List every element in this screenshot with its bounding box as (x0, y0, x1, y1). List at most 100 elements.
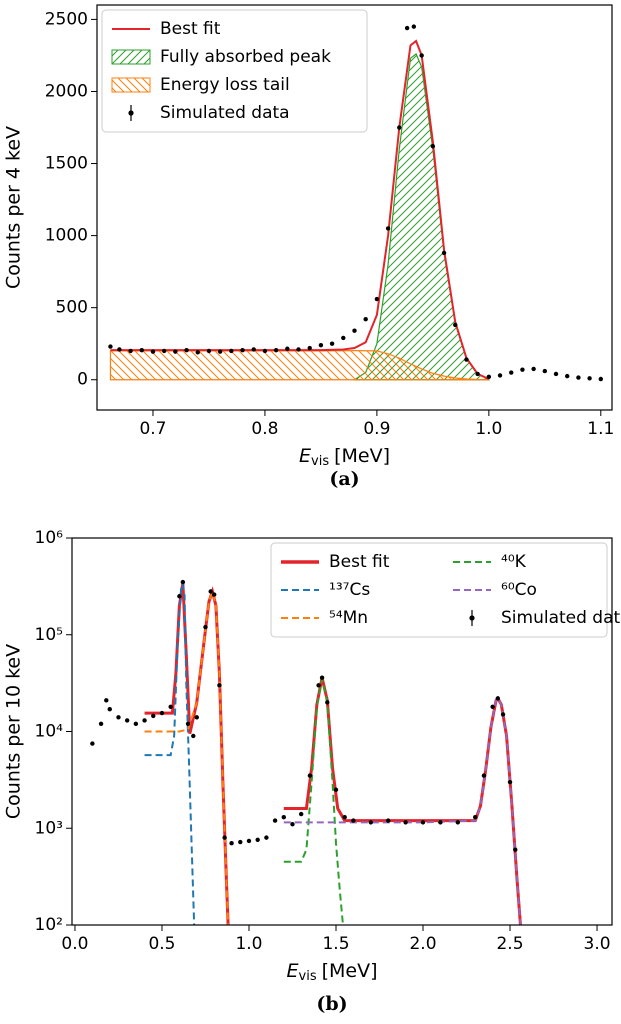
y-axis-label: Counts per 10 keV (3, 644, 25, 819)
data-point (542, 368, 548, 374)
data-point (520, 367, 525, 372)
y-tick-label: 2500 (45, 9, 88, 29)
data-point (285, 346, 290, 351)
x-tick-label: 1.0 (235, 934, 262, 954)
data-point (161, 348, 167, 354)
data-point (246, 838, 252, 844)
chart-panel: 0.7 0.8 0.9 1.0 1.1 0 500 1000 1500 2000 2500 Evis [… (3, 4, 614, 490)
data-point (473, 815, 478, 820)
data-point (453, 322, 458, 328)
x-tick-label: 0.0 (61, 934, 88, 954)
data-point (272, 818, 278, 823)
data-point (128, 348, 133, 354)
data-point (486, 374, 492, 380)
data-point (368, 820, 374, 825)
x-label-subscript: vis (299, 969, 317, 984)
data-point (184, 347, 189, 353)
data-point (430, 144, 436, 149)
legend-swatch (128, 110, 134, 116)
legend-label: Fully absorbed peak (160, 47, 331, 67)
legend-label: ¹³⁷Cs (329, 580, 370, 600)
data-point (587, 376, 592, 381)
data-point (507, 779, 513, 785)
legend-label: ⁶⁰Co (501, 580, 537, 600)
x-tick-label: 3.0 (584, 934, 611, 954)
area (352, 53, 490, 381)
data-point (397, 125, 402, 130)
data-point (341, 335, 346, 341)
x-tick-label: 0.7 (139, 419, 166, 439)
data-point (419, 53, 424, 58)
x-tick-label: 0.9 (363, 419, 390, 439)
data-point (386, 818, 391, 823)
legend-label: Best fit (160, 19, 221, 39)
data-point (195, 350, 200, 355)
x-label-unit: [MeV] (322, 960, 378, 982)
data-point (217, 349, 223, 354)
y-tick-label: 10³ (35, 818, 63, 838)
data-point (333, 787, 339, 792)
x-tick-label: 1.0 (475, 419, 502, 439)
data-point (159, 710, 165, 716)
data-point (262, 348, 268, 354)
data-point (203, 624, 208, 630)
line (283, 696, 522, 925)
data-point (441, 250, 447, 256)
data-point (513, 847, 518, 852)
data-point (403, 820, 408, 825)
data-point (116, 715, 121, 720)
data-point (150, 349, 156, 354)
data-point (509, 370, 514, 375)
y-tick-label: 10⁶ (35, 528, 64, 548)
x-tick-label: 2.5 (496, 934, 523, 954)
axes-frame (96, 4, 613, 411)
y-tick-label: 0 (77, 370, 88, 390)
x-axis-label: Evis [MeV] (299, 445, 390, 469)
x-tick-label: 1.1 (587, 419, 614, 439)
data-point (222, 835, 227, 840)
x-tick-label: 2.0 (409, 934, 436, 954)
data-point (475, 371, 480, 377)
legend-label: Best fit (329, 552, 390, 572)
x-label-symbol: E (287, 960, 299, 982)
y-axis-label: Counts per 4 keV (3, 126, 25, 289)
data-point (185, 721, 191, 727)
data-point (168, 704, 173, 710)
x-tick-label: 1.5 (322, 934, 349, 954)
legend-label: Energy loss tail (160, 75, 290, 95)
legend-box (270, 542, 608, 638)
data-point (481, 773, 487, 778)
legend-box (101, 9, 368, 133)
data-point (296, 347, 301, 352)
x-label-subscript: vis (311, 454, 329, 469)
plot-area (108, 24, 604, 382)
data-point (553, 371, 559, 377)
legend-swatch (111, 49, 151, 65)
data-point (404, 25, 410, 31)
data-point (255, 837, 260, 842)
data-point (191, 733, 196, 739)
data-point (206, 348, 212, 354)
data-point (307, 345, 312, 351)
plot-area (90, 579, 522, 925)
data-point (151, 713, 156, 719)
caption: (b) (316, 993, 347, 1015)
data-point (98, 721, 104, 727)
legend-label: ⁵⁴Mn (329, 608, 368, 628)
data-point (108, 344, 113, 349)
y-tick-label: 10² (35, 915, 63, 935)
data-point (208, 589, 213, 594)
chart-panel: 0.0 0.5 1.0 1.5 2.0 2.5 3.0 10² 10³ 10⁴ 10⁵ 10⁶ Evis… (3, 528, 621, 1015)
data-point (329, 341, 335, 346)
data-point (363, 316, 368, 322)
y-tick-label: 10⁵ (35, 625, 63, 645)
data-point (90, 741, 95, 746)
data-point (490, 704, 495, 710)
y-tick-label: 500 (56, 298, 88, 318)
data-point (497, 373, 503, 378)
data-point (318, 342, 324, 348)
data-point (194, 715, 199, 720)
x-tick-label: 0.5 (148, 934, 175, 954)
data-point (117, 347, 122, 352)
